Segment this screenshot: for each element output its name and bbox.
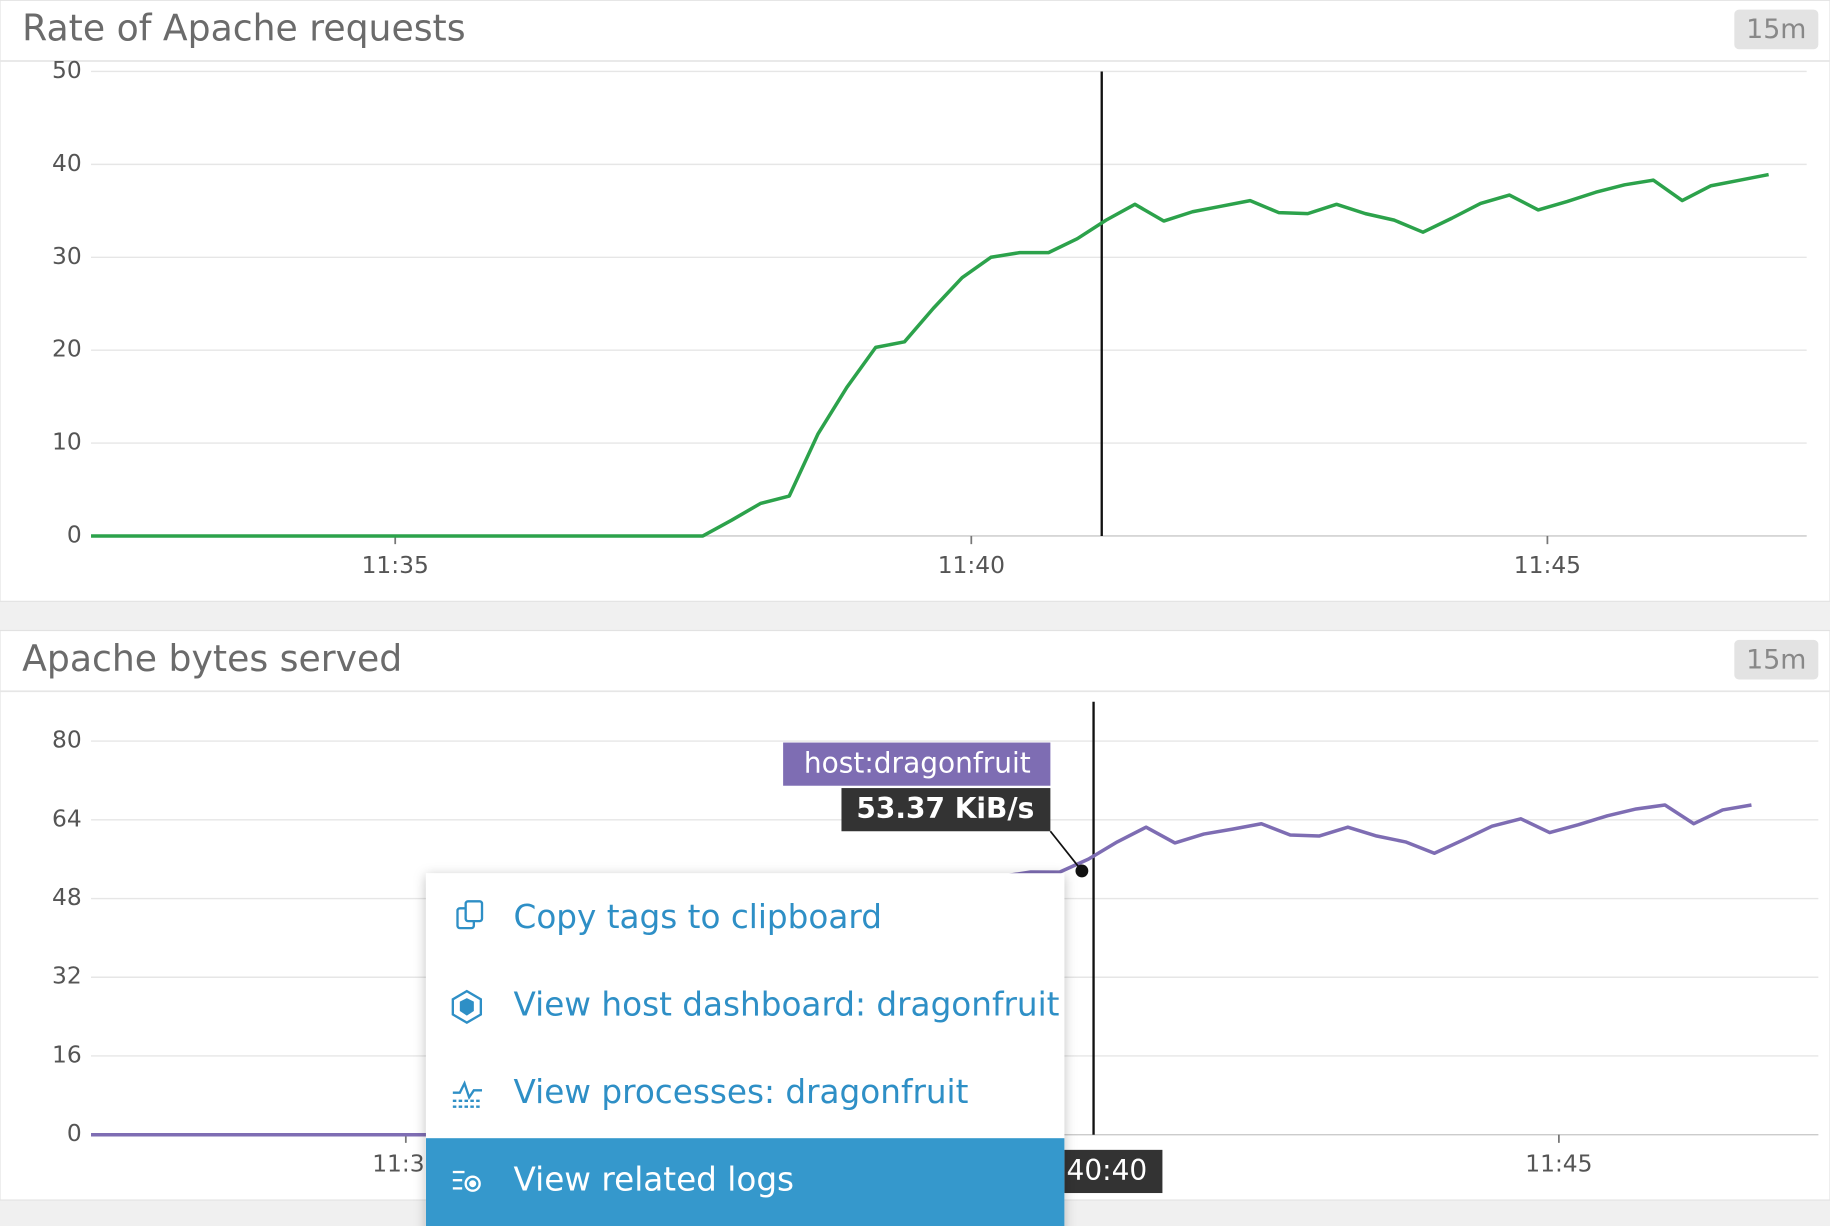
time-badge: 15m — [1746, 14, 1806, 45]
y-tick-label: 0 — [67, 1119, 82, 1147]
hover-point — [1075, 864, 1089, 878]
x-tick-label: 11:35 — [362, 551, 429, 579]
icon-processes — [452, 1080, 483, 1108]
x-tick-label: 11:45 — [1525, 1150, 1592, 1178]
y-tick-label: 16 — [52, 1040, 82, 1068]
tooltip-leader — [1049, 830, 1083, 872]
menu-item[interactable]: View related logs — [514, 1160, 795, 1198]
y-tick-label: 48 — [52, 883, 82, 911]
tooltip-name-bg — [783, 742, 1051, 786]
tooltip-value-bg — [841, 788, 1051, 832]
time-badge: 15m — [1746, 644, 1806, 675]
tooltip-value: 53.37 KiB/s — [856, 792, 1034, 825]
chart-title: Rate of Apache requests — [22, 7, 465, 50]
menu-highlight — [425, 1138, 1065, 1226]
y-tick-label: 20 — [52, 335, 82, 363]
series-line — [91, 172, 1769, 538]
icon-logs — [452, 1170, 481, 1192]
x-tick-label: 11:45 — [1514, 551, 1581, 579]
badge-bg — [1734, 639, 1819, 680]
menu-item[interactable]: View host dashboard: dragonfruit — [514, 985, 1060, 1023]
panel-bg — [0, 0, 1830, 602]
y-tick-label: 50 — [52, 56, 82, 84]
menu-item[interactable]: View processes: dragonfruit — [514, 1073, 969, 1111]
y-tick-label: 40 — [52, 149, 82, 177]
icon-host — [451, 989, 483, 1025]
x-tick-label: 11:40 — [938, 551, 1005, 579]
chart-title: Apache bytes served — [22, 637, 402, 680]
chart-panel: Rate of Apache requests 15m 0 10 20 30 40 50 11:… — [0, 0, 1830, 602]
y-tick-label: 30 — [52, 242, 82, 270]
y-tick-label: 0 — [67, 520, 82, 548]
badge-bg — [1734, 9, 1819, 50]
y-tick-label: 32 — [52, 962, 82, 990]
icon-copy — [456, 900, 484, 930]
y-tick-label: 10 — [52, 428, 82, 456]
tooltip-series: host:dragonfruit — [804, 747, 1031, 780]
context-menu: Copy tags to clipboard View host dashboar… — [425, 873, 1065, 1226]
y-tick-label: 64 — [52, 804, 82, 832]
y-tick-label: 80 — [52, 726, 82, 754]
menu-item[interactable]: Copy tags to clipboard — [514, 898, 882, 936]
